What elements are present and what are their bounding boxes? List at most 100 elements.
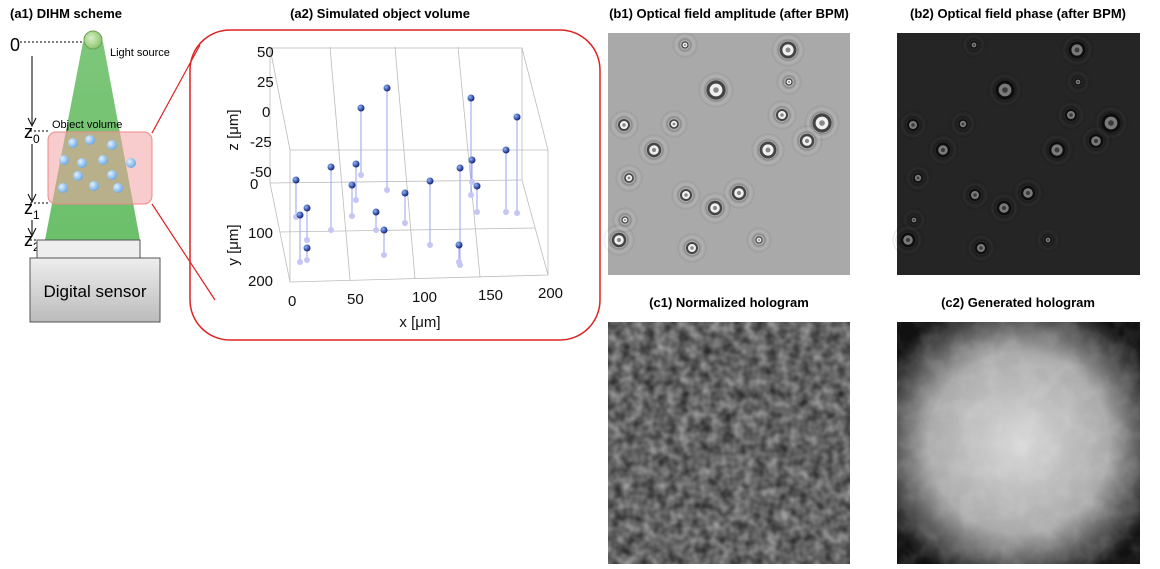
ring [991, 195, 1017, 221]
core [912, 218, 916, 222]
shadow [373, 227, 379, 233]
shadow [384, 187, 390, 193]
particle [107, 170, 117, 180]
ring [993, 78, 1017, 102]
ring [930, 137, 956, 163]
ring [988, 192, 1020, 224]
core [627, 176, 631, 180]
ring [797, 131, 817, 151]
point [380, 226, 388, 234]
ring [606, 227, 632, 253]
point [348, 181, 356, 189]
core [979, 246, 983, 250]
core [973, 193, 977, 197]
point [372, 208, 380, 216]
point [327, 163, 335, 171]
zoom-lines [151, 44, 216, 301]
point [473, 182, 481, 190]
normalized-hologram [608, 322, 850, 564]
ring [723, 177, 755, 209]
particle [85, 135, 95, 145]
ring [987, 72, 1023, 108]
ring [892, 224, 924, 256]
phase-particles [892, 32, 1129, 263]
ring [749, 230, 769, 250]
ring [779, 72, 799, 92]
generated-hologram [897, 322, 1140, 564]
core [940, 147, 946, 153]
core [911, 123, 915, 127]
ring [644, 140, 664, 160]
shadow [427, 242, 433, 248]
light-source [83, 30, 103, 50]
ring [641, 137, 667, 163]
label: Light source [110, 47, 170, 59]
z-tick-label: 50 [257, 44, 274, 61]
ring [901, 113, 925, 137]
y-tick-label: 200 [248, 273, 273, 290]
ring [615, 164, 643, 192]
plot-box [269, 46, 549, 283]
ring [1060, 33, 1094, 67]
ring [782, 75, 796, 89]
x-tick-label: 150 [478, 287, 503, 304]
ring [660, 110, 688, 138]
shadow [353, 197, 359, 203]
z-tick-label: -25 [250, 134, 272, 151]
core [622, 123, 626, 127]
ring [1080, 125, 1112, 157]
shadow [381, 252, 387, 258]
ring [612, 207, 638, 233]
ring [771, 33, 805, 67]
ring [1068, 72, 1088, 92]
label: Object volume [52, 119, 122, 131]
ring [933, 140, 953, 160]
ring [1018, 183, 1038, 203]
ring [904, 116, 922, 134]
ring [1083, 128, 1109, 154]
ring [898, 230, 918, 250]
ring [1035, 227, 1061, 253]
ring [895, 227, 921, 253]
point [401, 189, 409, 197]
core [1054, 147, 1060, 153]
point [467, 94, 475, 102]
panel-title: (c1) Normalized hologram [649, 295, 809, 310]
core [1025, 190, 1031, 196]
particle [68, 138, 78, 148]
ring [1056, 100, 1086, 130]
ring [1012, 177, 1044, 209]
ring [671, 180, 701, 210]
core [1069, 113, 1073, 117]
ring [618, 213, 632, 227]
ring [757, 139, 779, 161]
ring [704, 78, 728, 102]
ring [961, 32, 987, 58]
core [651, 147, 657, 153]
ring [1046, 139, 1068, 161]
core [972, 43, 976, 47]
ring [972, 239, 990, 257]
core [684, 193, 688, 197]
ring [794, 128, 820, 154]
point [292, 176, 300, 184]
ring [1086, 131, 1106, 151]
ring [767, 100, 797, 130]
ring [967, 38, 981, 52]
ring [683, 239, 701, 257]
core [819, 120, 825, 126]
core [1108, 120, 1114, 126]
ring [1038, 230, 1058, 250]
object-volume-box [47, 131, 153, 205]
ring [680, 236, 704, 260]
shadow [358, 172, 364, 178]
ring [705, 198, 725, 218]
core [780, 113, 784, 117]
core [672, 122, 676, 126]
ring [773, 106, 791, 124]
ring [952, 113, 974, 135]
ring [746, 227, 772, 253]
x-tick-label: 50 [347, 291, 364, 308]
shadow [469, 179, 475, 185]
point [502, 146, 510, 154]
